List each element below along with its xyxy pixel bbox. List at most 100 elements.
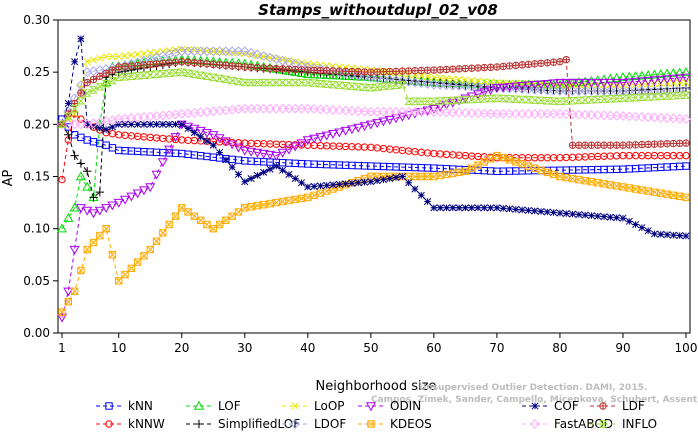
data-point-kdeos [285,196,293,205]
data-point-inflo [580,96,590,104]
data-point-cof [89,122,98,130]
data-point-ldof [416,78,427,89]
data-point-odin [101,204,112,214]
data-point-odin [605,78,616,88]
data-point-inflo [82,89,92,97]
legend: kNN kNNW LOF SimplifiedLOF LoOP LDOF ODIN KDEOS… [96,399,657,431]
data-point-kdeos [278,197,287,206]
data-point-inflo [208,73,218,82]
data-point-ldf-cross [128,62,135,70]
data-point-odin [517,82,528,91]
data-point-ldf-cross [342,68,349,75]
data-point-odin [460,94,471,104]
data-point-odin [201,128,213,138]
legend-label-lof: LOF [218,399,241,413]
data-point-kdeos [190,212,199,220]
data-point-ldf-cross [348,68,356,75]
data-point-kdeos [215,220,224,229]
data-point-cof [505,205,514,213]
data-point-inflo [347,82,357,90]
data-point-inflo [379,82,388,91]
data-point-ldf-cross [550,59,557,66]
data-point-inflo [624,94,634,102]
data-point-ldf-cross [102,70,110,77]
data-point-ldf-cross [556,58,564,65]
data-point-fastabod [580,109,591,120]
data-point-fastabod [435,107,446,117]
data-point-ldof [252,49,263,60]
data-point-ldf-cross [644,141,652,148]
data-point-kdeos [543,168,552,177]
data-point-odin [397,112,408,122]
data-point-ldf-cross [285,65,293,73]
data-point-odin [580,78,591,88]
data-point-inflo [511,95,521,103]
data-point-cof [108,123,116,131]
data-point-kdeos [449,169,457,178]
series-line-odin [61,76,687,318]
data-point-kdeos [228,212,236,220]
data-point-inflo [593,95,603,104]
data-point-cof [184,124,192,133]
data-point-inflo [542,97,552,105]
watermark-line-1: Unsupervised Outlier Detection. DAMI, 20… [419,383,647,393]
data-point-kdeos [436,171,444,180]
data-point-fastabod [454,107,464,118]
data-point-odin [365,120,376,130]
data-point-fastabod [662,113,672,124]
data-point-loop [480,78,488,86]
data-point-odin [170,133,181,143]
data-point-cof [562,209,570,218]
series-fastabod [57,103,691,130]
series-inflo [57,68,691,129]
data-point-fastabod [605,110,616,121]
data-point-ldf-cross [191,59,198,66]
data-point-ldof [410,77,420,88]
data-point-cof [209,141,217,149]
data-point-lof [674,67,685,77]
data-point-kdeos [159,229,167,237]
x-tick-label: 80 [552,341,567,355]
data-point-fastabod [479,108,490,119]
data-point-lof [56,223,68,233]
data-point-cof [83,120,91,128]
data-point-lof [630,71,641,81]
data-point-inflo [70,104,80,113]
data-point-ldf-cross [462,65,469,72]
data-point-inflo [366,84,376,92]
data-point-inflo [460,96,470,104]
data-point-odin [472,90,484,100]
data-point-inflo [549,97,559,105]
data-point-lof [624,71,635,81]
data-point-knn [108,144,117,152]
data-point-odin [592,78,603,88]
data-point-fastabod [460,107,471,118]
legend-marker-ldof [290,419,300,429]
data-point-kdeos [272,198,281,207]
data-point-ldf-cross [493,63,501,71]
data-point-ldof [365,72,376,83]
data-point-ldf-cross [235,63,242,70]
data-point-odin [567,78,578,88]
data-point-fastabod [447,107,458,118]
data-point-ldf-cross [424,67,431,74]
data-point-odin [189,124,200,134]
data-point-inflo [284,78,294,87]
data-point-ldf-cross [373,68,381,76]
data-point-cof [613,214,621,222]
data-point-cof [335,180,343,188]
data-point-odin [151,170,162,180]
data-point-inflo [492,94,502,102]
data-point-ldf-cross [323,67,330,74]
data-point-loop [550,80,558,89]
data-point-fastabod [611,110,622,121]
data-point-kdeos [115,277,123,285]
data-point-fastabod [485,108,496,119]
data-point-cof [310,182,318,190]
legend-item-kdeos: KDEOS [358,417,432,431]
data-point-fastabod [315,104,326,115]
data-point-inflo [524,96,533,104]
data-point-odin [302,136,313,146]
data-point-odin [145,183,156,193]
data-point-ldof [548,85,559,96]
